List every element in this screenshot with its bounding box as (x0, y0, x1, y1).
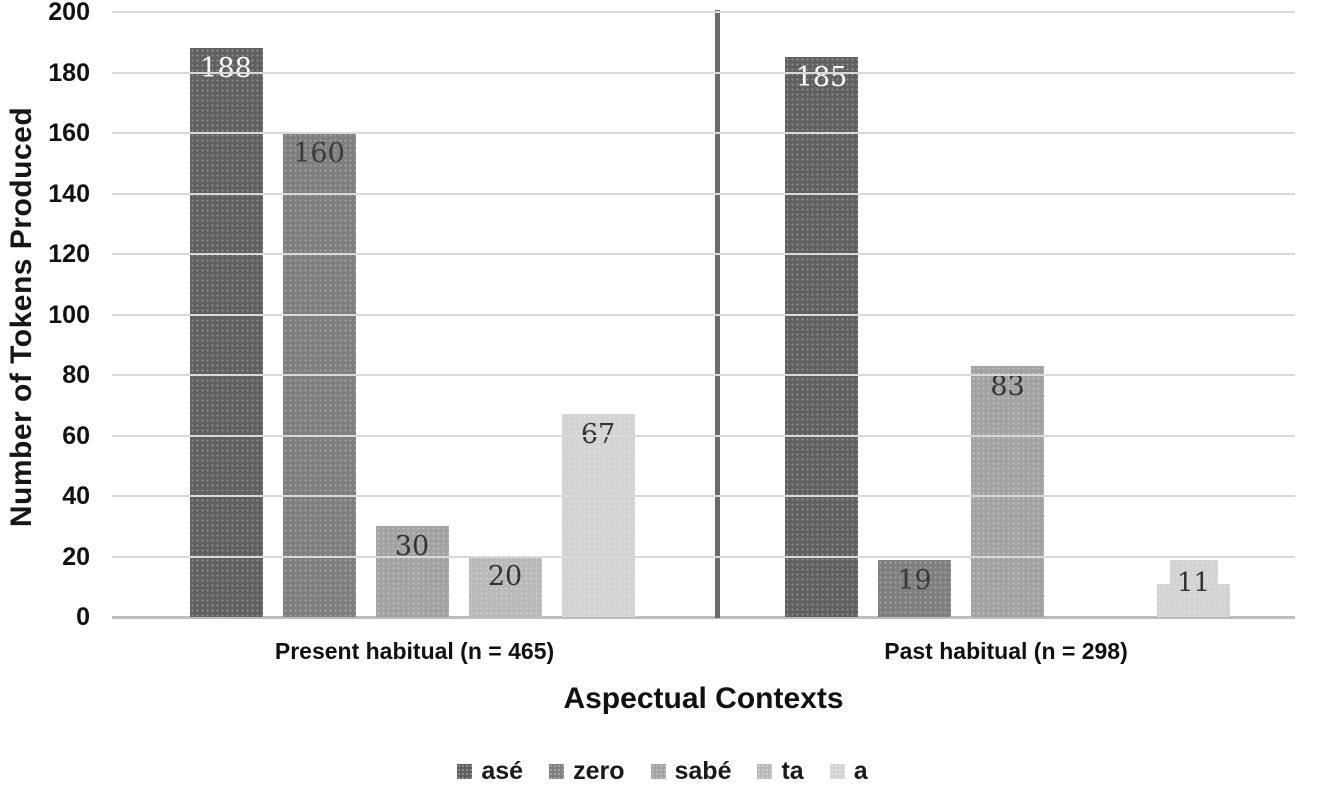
bar-value-label: 188 (200, 53, 252, 84)
bar-asé: 185 (785, 57, 858, 617)
legend: asé zero sabé ta a (0, 759, 1325, 784)
bar-value-label: 83 (990, 371, 1025, 402)
legend-swatch-icon (650, 764, 666, 779)
gridline (112, 374, 1295, 376)
y-tick-label: 80 (62, 361, 90, 389)
gridline (112, 11, 1295, 13)
bar-value-label: 19 (897, 565, 932, 596)
y-tick-label: 100 (48, 300, 90, 329)
legend-label: ta (781, 757, 804, 785)
gridline (112, 555, 1295, 558)
y-tick-label: 160 (48, 119, 90, 147)
x-axis-line (112, 616, 1295, 619)
gridline (112, 495, 1295, 497)
bar-ta: 20 (468, 556, 542, 617)
legend-swatch-icon (829, 764, 845, 779)
gridline (112, 192, 1295, 195)
legend-item-asé: asé (457, 759, 523, 784)
gridline (112, 71, 1295, 74)
bar-value-label: 11 (1176, 568, 1211, 598)
legend-label: zero (573, 757, 625, 785)
legend-item-a: a (829, 757, 868, 785)
plot-area: 188 160 30 20 67 185 19 83 11 0 20 40 60 80 100 120 14… (48, 0, 1295, 630)
x-axis-title: Aspectual Contexts (563, 682, 844, 715)
y-tick-label: 120 (48, 240, 90, 268)
bar-a: 11 (1157, 560, 1230, 617)
legend-swatch-icon (549, 764, 565, 779)
bar-value-label: 185 (795, 62, 848, 93)
legend-item-zero: zero (549, 757, 625, 785)
y-tick-label: 40 (62, 482, 90, 510)
gridline (112, 132, 1295, 134)
y-tick-label: 200 (48, 0, 90, 26)
legend-item-ta: ta (757, 757, 804, 785)
bar-asé: 188 (189, 48, 263, 617)
bar-group-past-habitual: 185 19 83 11 (720, 12, 1295, 617)
category-label-past-habitual: Past habitual (n = 298) (884, 638, 1128, 664)
bar-value-label: 160 (293, 138, 345, 169)
y-tick-label: 20 (62, 542, 90, 571)
y-tick-label: 140 (48, 179, 90, 208)
legend-label: sabé (674, 757, 732, 785)
legend-label: a (853, 757, 868, 785)
legend-label: asé (481, 757, 524, 785)
legend-swatch-icon (457, 764, 473, 779)
bar-value-label: 20 (487, 561, 523, 592)
y-tick-label: 60 (62, 421, 90, 450)
y-tick-label: 0 (76, 603, 90, 631)
bar-sabé: 83 (971, 366, 1044, 617)
bar-zero: 19 (878, 560, 951, 617)
bar-sabé: 30 (375, 526, 449, 617)
legend-item-sabé: sabé (650, 757, 732, 785)
gridline (112, 253, 1295, 255)
bar-a: 67 (561, 414, 635, 617)
category-label-present-habitual: Present habitual (n = 465) (274, 638, 555, 664)
legend-swatch-icon (757, 764, 773, 779)
gridline (112, 313, 1295, 316)
bar-value-label-box (1169, 560, 1218, 584)
y-tick-label: 180 (48, 58, 90, 87)
gridline (112, 434, 1295, 437)
